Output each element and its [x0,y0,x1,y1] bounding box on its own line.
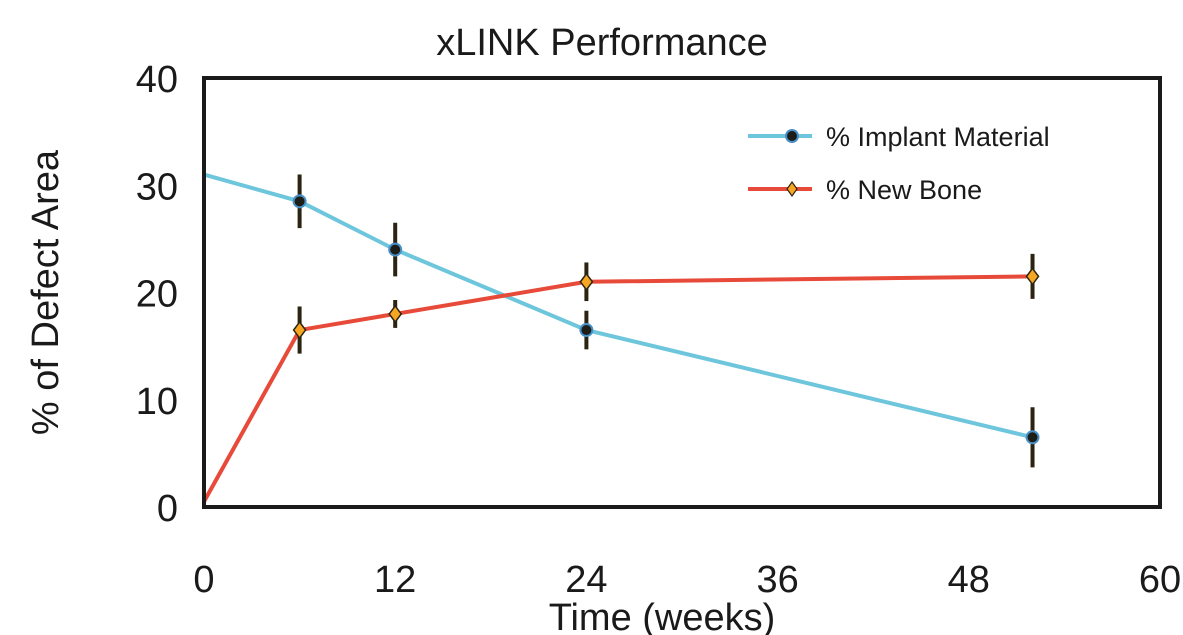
data-point [1025,430,1040,445]
series-line [202,274,1033,503]
legend-label: % Implant Material [826,122,1050,152]
plot-frame [202,76,1162,509]
x-axis-label: Time (weeks) [549,597,776,635]
series-2-points [292,253,1040,354]
data-point [579,323,594,338]
x-tick-label: 0 [193,559,214,601]
data-point [579,272,594,292]
chart-title: xLINK Performance [436,22,768,64]
series-1-points [292,174,1040,468]
legend: % Implant Material % New Bone [748,122,1050,205]
y-tick-label: 20 [136,274,178,316]
legend-item: % Implant Material [748,122,1050,152]
data-point [388,304,403,324]
x-tick-label: 48 [948,559,990,601]
series-1 [203,172,1034,440]
y-tick-label: 30 [136,166,178,208]
legend-item: % New Bone [748,175,982,205]
x-tick-label: 24 [565,559,607,601]
y-axis-label: % of Defect Area [25,149,67,435]
legend-marker [785,129,799,143]
y-tick-label: 10 [136,381,178,423]
data-point [388,242,403,257]
series-2 [202,274,1033,503]
legend-label: % New Bone [826,175,982,205]
data-point [1025,267,1040,286]
data-point [292,194,307,209]
x-tick-label: 12 [374,559,416,601]
y-tick-label: 0 [157,488,178,530]
x-tick-label: 36 [756,559,798,601]
y-tick-label: 40 [136,59,178,101]
data-point [292,320,307,340]
x-tick-label: 60 [1139,559,1181,601]
legend-marker [786,180,798,198]
series-line [203,172,1034,440]
